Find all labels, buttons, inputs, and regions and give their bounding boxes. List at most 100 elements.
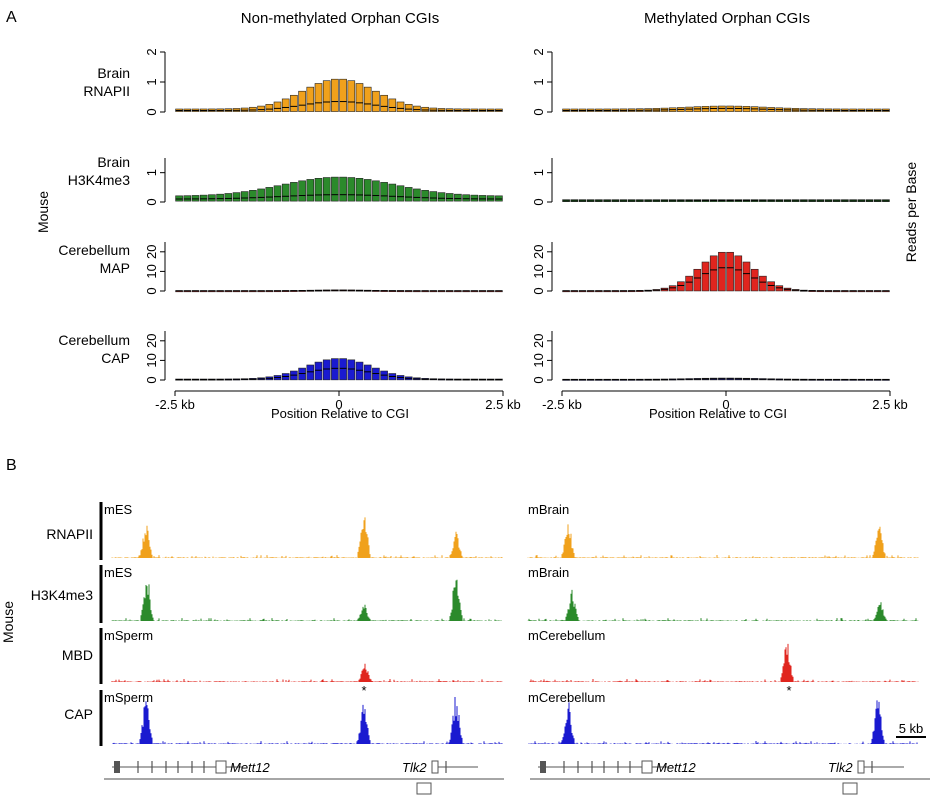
profile-bar [290, 94, 298, 112]
profile-bar [709, 255, 718, 292]
profile-bar [718, 251, 726, 292]
y-tick-label: 20 [144, 245, 159, 259]
signal-trace [528, 700, 918, 744]
row-label-3-line2: CAP [101, 350, 130, 366]
profile-bar [208, 194, 216, 202]
profile-bar [322, 359, 331, 381]
profile-bar [750, 268, 759, 292]
profile-bar [249, 190, 257, 202]
y-tick-label: 2 [144, 48, 159, 55]
profile-chart-r3-c1: 0 10 20 -2.5 kb 0 2.5 kb [531, 331, 908, 412]
profile-bar [257, 105, 265, 112]
profile-bar [462, 194, 470, 202]
row-label-2: Cerebellum MAP [58, 242, 130, 276]
profile-bar [404, 187, 413, 202]
track-label-0: RNAPII [46, 526, 93, 542]
row-label-3: Cerebellum CAP [58, 332, 130, 366]
profile-bar [363, 364, 372, 381]
cgi-box [416, 782, 432, 795]
profile-bar [331, 176, 339, 202]
track-sample-label: mCerebellum [528, 690, 605, 705]
profile-bar [314, 361, 323, 381]
track-sample-label: mES [104, 565, 133, 580]
profile-bar [759, 275, 767, 292]
gene-label: Tlk2 [828, 760, 853, 775]
profile-bar [322, 177, 331, 202]
profile-bar [396, 101, 405, 112]
track-r1-c1: mBrain [527, 565, 919, 621]
profile-bar [314, 178, 323, 202]
profile-bar [347, 177, 356, 202]
y-tick-label: 0 [531, 376, 546, 383]
row-label-2-line1: Cerebellum [58, 242, 130, 258]
profile-bar [331, 358, 339, 381]
track-label-2: MBD [62, 647, 93, 663]
row-label-2-line2: MAP [100, 260, 130, 276]
profile-bar [372, 90, 380, 112]
profile-bar [388, 183, 397, 202]
profile-chart-r3-c0: 0 10 20 -2.5 kb 0 2.5 kb [144, 331, 521, 412]
track-sample-label: mES [104, 502, 133, 517]
profile-bar [677, 281, 685, 292]
profile-bar [693, 268, 702, 292]
track-r0-c0: mES [104, 502, 503, 558]
x-tick-label: 2.5 kb [485, 397, 520, 412]
gene-model: Mett12 Tlk2 [104, 760, 504, 795]
profile-bar [429, 191, 438, 202]
scale-bar-label: 5 kb [899, 721, 924, 736]
profile-chart-r2-c1: 0 10 20 [531, 242, 890, 295]
y-tick-label: 0 [144, 287, 159, 294]
gene-label: Mett12 [656, 760, 697, 775]
profile-bar [232, 192, 241, 202]
row-label-1-line2: H3K4me3 [68, 172, 130, 188]
profile-bar [495, 195, 503, 202]
profile-bar [314, 83, 323, 112]
track-r1-c0: mES [104, 565, 502, 621]
track-r2-c1: mCerebellum [528, 628, 919, 682]
profile-bar [339, 176, 347, 202]
gene-exon [114, 761, 120, 773]
x-tick-label: 2.5 kb [872, 397, 907, 412]
profile-bar [767, 281, 775, 292]
y-tick-label: 0 [531, 108, 546, 115]
signal-trace [527, 589, 919, 621]
profile-bar [257, 188, 265, 202]
profile-chart-r2-c0: 0 10 20 [144, 242, 503, 295]
row-label-1: Brain H3K4me3 [68, 154, 130, 188]
track-r2-c0: mSperm [104, 628, 503, 682]
signal-trace [112, 697, 503, 744]
gene-label: Tlk2 [402, 760, 427, 775]
profile-bar [306, 364, 315, 381]
profile-bar [265, 104, 274, 112]
profile-bar [224, 193, 233, 202]
track-sample-label: mBrain [528, 565, 569, 580]
track-sample-label: mCerebellum [528, 628, 605, 643]
col-title-right: Methylated Orphan CGIs [644, 10, 810, 27]
profile-bar [281, 183, 290, 202]
y-tick-label: 2 [531, 48, 546, 55]
profile-bar [742, 261, 751, 292]
panel-a-letter: A [6, 9, 17, 26]
side-label-b: Mouse [0, 601, 16, 643]
y-tick-label: 0 [144, 198, 159, 205]
track-r3-c1: mCerebellum [528, 690, 918, 744]
profile-bar [363, 179, 372, 202]
y-tick-label: 20 [531, 334, 546, 348]
scale-bar: 5 kb [896, 721, 926, 738]
row-label-0-line1: Brain [97, 65, 130, 81]
signal-trace [527, 524, 919, 558]
y-tick-label: 20 [144, 334, 159, 348]
profile-chart-r1-c1: 01 [531, 158, 890, 206]
track-sample-label: mBrain [528, 502, 569, 517]
y-tick-label: 10 [144, 353, 159, 367]
col-title-left: Non-methylated Orphan CGIs [241, 10, 439, 27]
gene-utr [215, 760, 227, 774]
signal-trace [111, 517, 503, 558]
row-label-3-line1: Cerebellum [58, 332, 130, 348]
gene-utr [431, 760, 439, 774]
gene-model: Mett12 Tlk2 [530, 760, 930, 795]
profile-chart-r1-c0: 01 [144, 158, 503, 206]
x-tick-label: -2.5 kb [155, 397, 195, 412]
profile-bar [347, 359, 356, 381]
